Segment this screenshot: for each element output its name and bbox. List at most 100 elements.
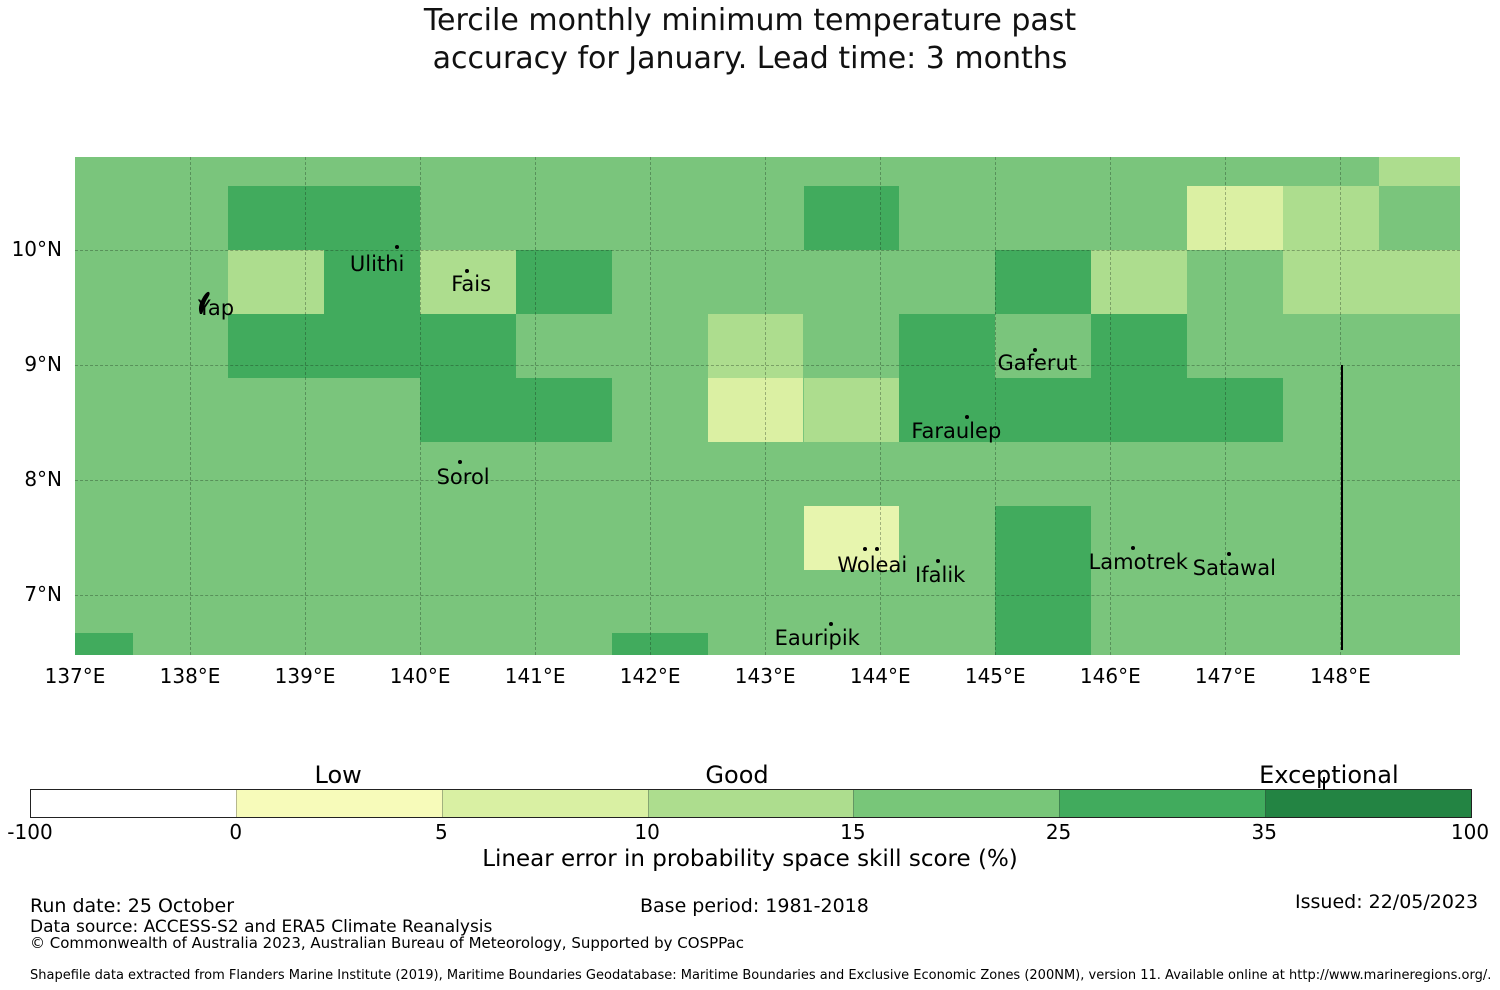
grid-cell — [1282, 505, 1379, 570]
y-axis-tick-label: 10°N — [11, 237, 62, 262]
island-label: Fais — [451, 272, 492, 297]
grid-cell — [1378, 186, 1460, 251]
grid-cell — [995, 505, 1092, 570]
grid-cell — [1091, 157, 1188, 187]
island-label: Eauripik — [774, 626, 860, 651]
grid-cell — [75, 377, 133, 442]
map-gridline-vertical — [190, 157, 192, 655]
grid-cell — [75, 441, 133, 506]
colorbar-category-label: Exceptional — [1259, 761, 1399, 789]
grid-cell — [1187, 633, 1283, 655]
grid-cell — [1187, 377, 1283, 442]
y-axis-tick-label: 9°N — [24, 352, 62, 377]
grid-cell — [1187, 157, 1283, 187]
colorbar-segment — [441, 790, 648, 817]
grid-cell — [803, 377, 900, 442]
colorbar-segment — [1059, 790, 1266, 817]
x-axis-tick-label: 146°E — [1079, 664, 1141, 688]
grid-cell — [132, 569, 229, 634]
island-marker-dot — [395, 245, 400, 250]
grid-cell — [1282, 157, 1379, 187]
footer-run-date: Run date: 25 October — [30, 895, 235, 917]
map-gridline-vertical — [420, 157, 422, 655]
grid-cell — [515, 505, 612, 570]
grid-cell — [611, 250, 708, 315]
grid-cell — [75, 569, 133, 634]
island-marker-dot — [936, 559, 941, 564]
grid-cell — [899, 314, 996, 378]
grid-cell — [228, 377, 325, 442]
x-axis-tick-label: 143°E — [734, 664, 796, 688]
grid-cell — [611, 314, 708, 378]
island-label: Faraulep — [911, 419, 1002, 444]
grid-cell — [707, 186, 804, 251]
grid-cell — [420, 377, 516, 442]
grid-cell — [515, 157, 612, 187]
x-axis-tick-label: 144°E — [849, 664, 911, 688]
grid-cell — [420, 505, 516, 570]
grid-cell — [228, 314, 325, 378]
footer-copyright: © Commonwealth of Australia 2023, Austra… — [30, 934, 744, 952]
map-gridline-horizontal — [75, 365, 1460, 367]
y-axis-tick-label: 7°N — [24, 582, 62, 607]
island-label: Satawal — [1192, 556, 1276, 581]
grid-cell — [995, 314, 1092, 378]
grid-cell — [803, 314, 900, 378]
island-marker-dot — [1033, 348, 1038, 353]
grid-cell — [803, 441, 900, 506]
colorbar-segment — [647, 790, 854, 817]
grid-cell — [995, 377, 1092, 442]
grid-cell — [1091, 569, 1188, 634]
grid-cell — [803, 505, 900, 570]
colorbar-tick-label: 10 — [634, 820, 660, 844]
map-gridline-vertical — [305, 157, 307, 655]
colorbar-tick-label: -100 — [7, 820, 53, 844]
grid-cell — [324, 377, 421, 442]
grid-cell — [1378, 505, 1460, 570]
x-axis-tick-label: 139°E — [274, 664, 336, 688]
colorbar-category-label: Low — [314, 761, 362, 789]
grid-cell — [132, 633, 229, 655]
grid-cell — [1282, 186, 1379, 251]
grid-cell — [707, 633, 804, 655]
x-axis-tick-label: 140°E — [389, 664, 451, 688]
grid-cell — [803, 250, 900, 315]
colorbar-caption: Linear error in probability space skill … — [482, 846, 1018, 872]
grid-cell — [1378, 157, 1460, 187]
grid-cell — [1091, 186, 1188, 251]
grid-cell — [995, 250, 1092, 315]
chart-title-line1: Tercile monthly minimum temperature past — [423, 3, 1077, 38]
grid-cell — [899, 186, 996, 251]
x-axis-tick-label: 145°E — [964, 664, 1026, 688]
grid-cell — [1091, 377, 1188, 442]
grid-cell — [899, 157, 996, 187]
footer-data-source: Data source: ACCESS-S2 and ERA5 Climate … — [30, 917, 493, 937]
grid-cell — [228, 633, 325, 655]
grid-cell — [1091, 505, 1188, 570]
grid-cell — [132, 505, 229, 570]
grid-cell — [515, 250, 612, 315]
grid-cell — [324, 157, 421, 187]
grid-cell — [1378, 250, 1460, 315]
grid-cell — [515, 441, 612, 506]
grid-cell — [75, 157, 133, 187]
footer-base-period: Base period: 1981-2018 — [640, 895, 869, 917]
grid-cell — [324, 314, 421, 378]
grid-cell — [611, 569, 708, 634]
colorbar-tick-label: 35 — [1251, 820, 1278, 844]
grid-cell — [707, 250, 804, 315]
grid-cell — [132, 441, 229, 506]
grid-cell — [1378, 441, 1460, 506]
map-gridline-horizontal — [75, 250, 1460, 252]
colorbar — [30, 789, 1472, 818]
grid-cell — [228, 441, 325, 506]
grid-cell — [707, 157, 804, 187]
island-label: Gaferut — [997, 351, 1078, 376]
map-gridline-vertical — [765, 157, 767, 655]
grid-cell — [420, 633, 516, 655]
map: Yap Ulithi Fais Sorol Gaferut Faraulep Woleai I… — [75, 157, 1460, 655]
grid-cell — [228, 569, 325, 634]
island-marker-dot — [1131, 546, 1136, 551]
grid-cell — [611, 505, 708, 570]
